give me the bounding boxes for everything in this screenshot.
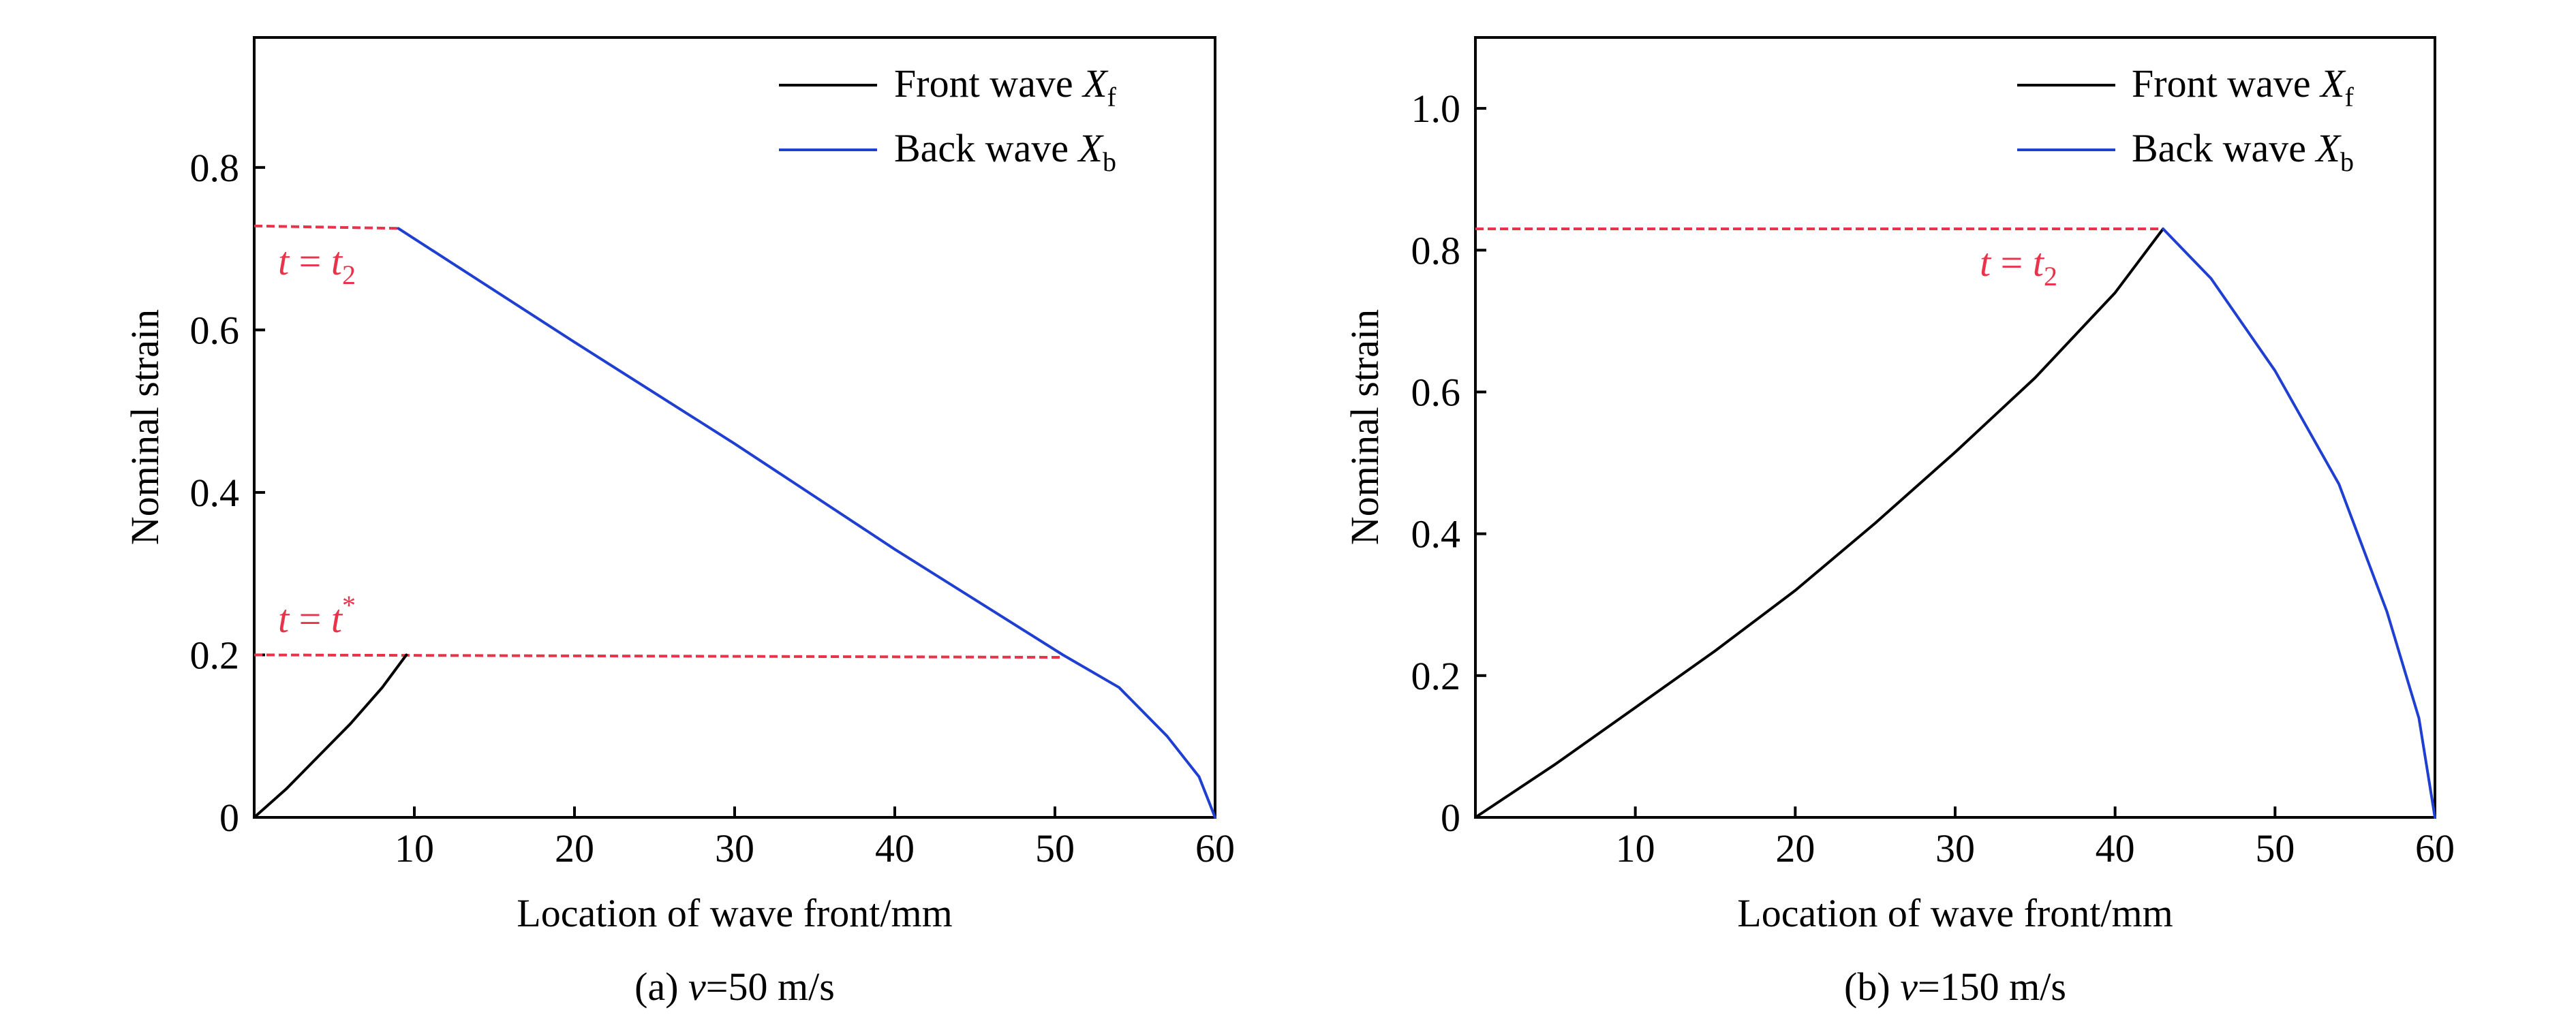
chart-panel-b: 10 20 30 40 50 60 0 0.2 0.4 0.6 0.8 1.0 Front wave … — [1343, 36, 2455, 1009]
series-group-b — [1474, 228, 2436, 819]
series-line-a-back-wave — [397, 227, 1216, 819]
annotation-t-tstar-a: t = t* — [278, 590, 356, 641]
x-tick-label-a-4: 50 — [1035, 826, 1075, 871]
axis-ticks-b: 10 20 30 40 50 60 0 0.2 0.4 0.6 0.8 1.0 — [1411, 87, 2455, 871]
legend-label-back-wave-b: Back wave Xb — [2132, 126, 2354, 177]
series-line-b-back-wave — [2162, 228, 2436, 819]
x-axis-label-a: Location of wave front/mm — [517, 891, 952, 935]
y-tick-label-b-1: 0.2 — [1411, 654, 1461, 698]
x-tick-label-a-0: 10 — [395, 826, 434, 871]
legend-label-front-wave-a: Front wave Xf — [894, 61, 1117, 112]
legend-label-front-wave-b: Front wave Xf — [2132, 61, 2355, 112]
y-tick-label-b-3: 0.6 — [1411, 370, 1461, 414]
x-tick-label-a-2: 30 — [715, 826, 754, 871]
reference-line-a-1 — [254, 653, 1063, 659]
legend-b: Front wave Xf Back wave Xb — [2017, 61, 2355, 177]
legend-a: Front wave Xf Back wave Xb — [779, 61, 1117, 177]
reference-line-a-0 — [254, 224, 399, 230]
y-tick-label-a-3: 0.6 — [190, 308, 240, 352]
annotation-t-t2-b: t = t2 — [1980, 240, 2057, 292]
x-tick-label-b-4: 50 — [2255, 826, 2295, 871]
caption-a: (a) v=50 m/s — [634, 965, 835, 1009]
chart-panel-a: 10 20 30 40 50 60 0 0.2 0.4 0.6 0.8 Front wave Xf … — [123, 36, 1236, 1009]
y-tick-label-a-2: 0.4 — [190, 471, 240, 515]
series-group-a — [253, 227, 1216, 819]
x-axis-label-b: Location of wave front/mm — [1737, 891, 2173, 935]
x-tick-label-b-5: 60 — [2415, 826, 2455, 871]
axis-ticks-a: 10 20 30 40 50 60 0 0.2 0.4 0.6 0.8 — [190, 146, 1236, 871]
y-tick-label-b-4: 0.8 — [1411, 228, 1461, 272]
y-tick-label-b-2: 0.4 — [1411, 512, 1461, 556]
x-tick-label-a-3: 40 — [875, 826, 915, 871]
y-tick-label-a-1: 0.2 — [190, 633, 240, 677]
y-tick-label-a-4: 0.8 — [190, 146, 240, 190]
y-tick-label-b-5: 1.0 — [1411, 87, 1461, 131]
series-line-b-front-wave — [1474, 228, 2165, 819]
legend-label-back-wave-a: Back wave Xb — [894, 126, 1116, 177]
x-tick-label-b-2: 30 — [1935, 826, 1975, 871]
annotation-t-t2-a: t = t2 — [278, 239, 356, 290]
y-axis-label-a: Nominal strain — [123, 309, 167, 545]
y-tick-label-b-0: 0 — [1441, 796, 1460, 840]
series-line-a-front-wave — [253, 653, 408, 819]
x-tick-label-b-1: 20 — [1775, 826, 1815, 871]
x-tick-label-a-1: 20 — [555, 826, 594, 871]
reference-lines-a — [254, 224, 1063, 659]
y-axis-label-b: Nominal strain — [1343, 309, 1387, 545]
x-tick-label-a-5: 60 — [1195, 826, 1235, 871]
x-tick-label-b-0: 10 — [1616, 826, 1655, 871]
caption-b: (b) v=150 m/s — [1844, 965, 2066, 1009]
y-tick-label-a-0: 0 — [219, 796, 239, 840]
x-tick-label-b-3: 40 — [2096, 826, 2135, 871]
